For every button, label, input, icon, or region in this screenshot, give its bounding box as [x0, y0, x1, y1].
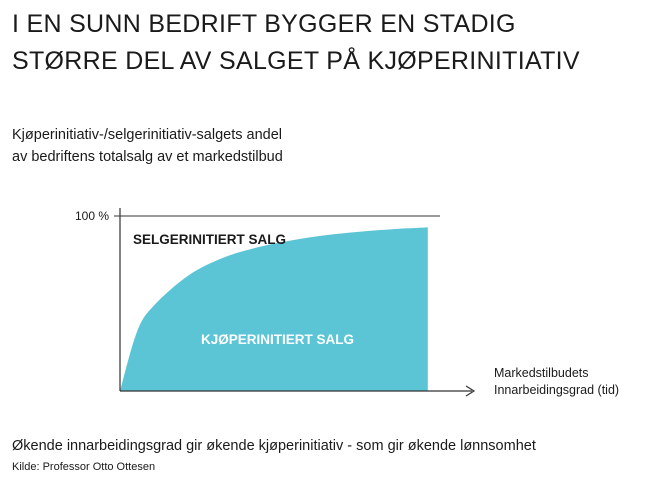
chart-subtitle: Kjøperinitiativ-/selgerinitiativ-salgets…	[12, 124, 283, 168]
x-axis-label-line-1: Markedstilbudets	[494, 366, 589, 380]
source-note: Kilde: Professor Otto Ottesen	[12, 461, 156, 473]
region-label-selgerinitiert: SELGERINITIERT SALG	[133, 232, 286, 247]
page-title-line-2: STØRRE DEL AV SALGET PÅ KJØPERINITIATIV	[12, 47, 580, 75]
area-kjoperinitiert-salg	[120, 227, 428, 391]
region-label-kjoperinitiert: KJØPERINITIERT SALG	[201, 332, 354, 347]
area-chart: 100 % SELGERINITIERT SALG KJØPERINITIERT…	[75, 208, 619, 397]
chart-caption: Økende innarbeidingsgrad gir økende kjøp…	[12, 438, 536, 454]
chart-subtitle-line-2: av bedriftens totalsalg av et markedstil…	[12, 149, 283, 165]
x-axis-arrow-icon	[465, 385, 476, 397]
page-title-line-1: I EN SUNN BEDRIFT BYGGER EN STADIG	[12, 10, 516, 38]
y-tick-label: 100 %	[75, 209, 109, 223]
page-title: I EN SUNN BEDRIFT BYGGER EN STADIG STØRR…	[12, 6, 642, 80]
x-axis-label-line-2: Innarbeidingsgrad (tid)	[494, 383, 619, 397]
chart-subtitle-line-1: Kjøperinitiativ-/selgerinitiativ-salgets…	[12, 127, 282, 143]
